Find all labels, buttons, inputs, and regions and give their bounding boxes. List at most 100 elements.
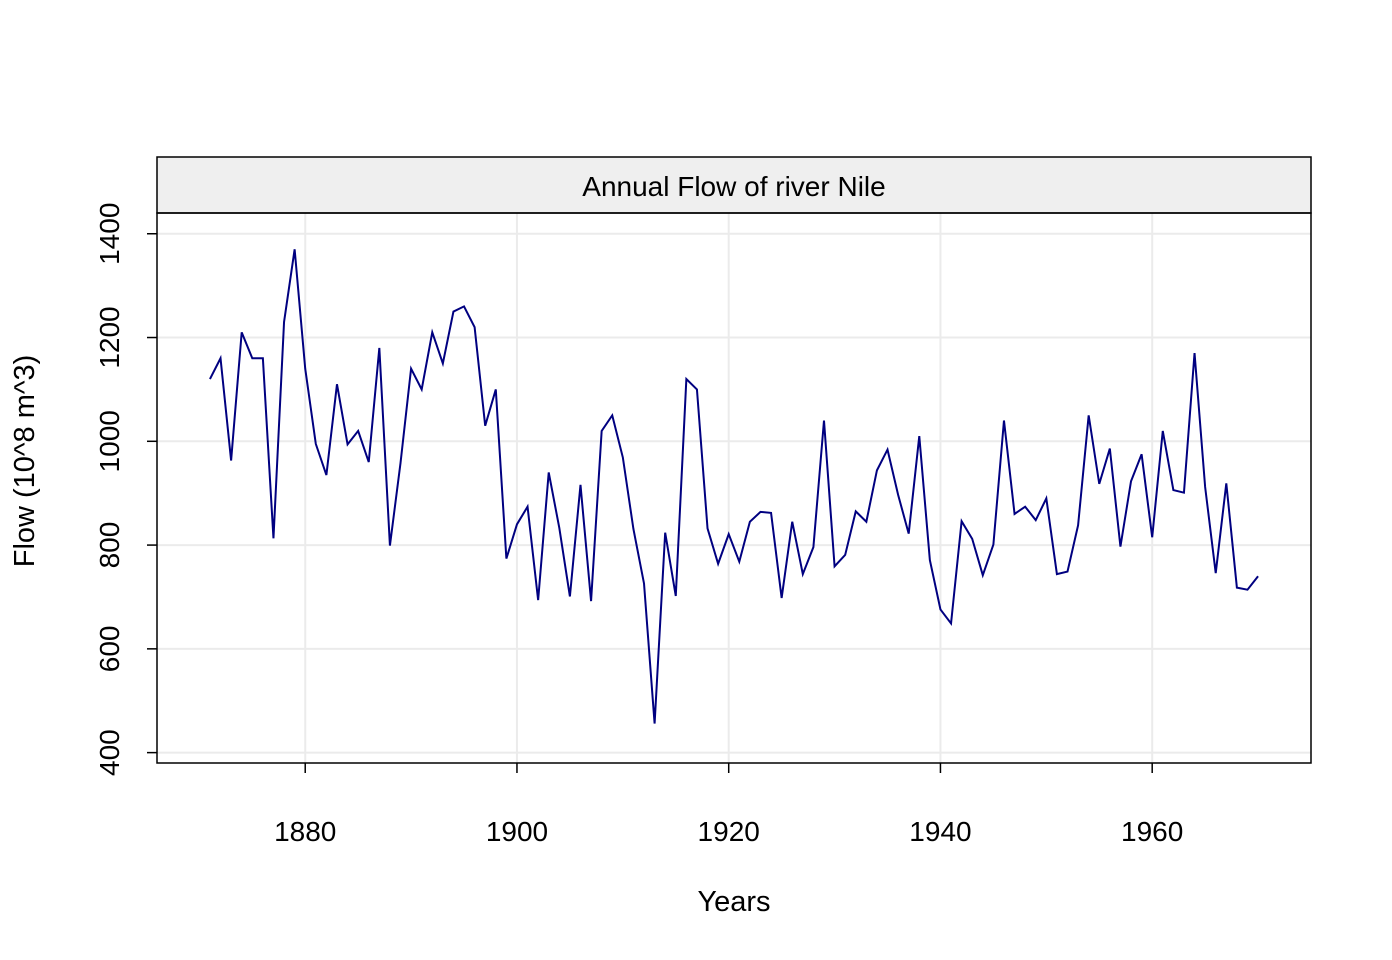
data-point bbox=[442, 362, 444, 364]
series-points bbox=[209, 248, 1259, 724]
data-point bbox=[378, 347, 380, 349]
data-point bbox=[283, 321, 285, 323]
data-point bbox=[251, 357, 253, 359]
data-point bbox=[505, 558, 507, 560]
data-point bbox=[347, 443, 349, 445]
data-point bbox=[1215, 572, 1217, 574]
data-point bbox=[749, 521, 751, 523]
data-point bbox=[643, 582, 645, 584]
y-axis: 400 600 800 1000 1200 1400 bbox=[94, 203, 157, 776]
data-point bbox=[992, 544, 994, 546]
data-point bbox=[1045, 497, 1047, 499]
data-point bbox=[1088, 414, 1090, 416]
data-point bbox=[897, 494, 899, 496]
data-point bbox=[664, 532, 666, 534]
data-point bbox=[516, 523, 518, 525]
data-point bbox=[823, 420, 825, 422]
data-point bbox=[1236, 587, 1238, 589]
data-point bbox=[632, 528, 634, 530]
data-point bbox=[410, 368, 412, 370]
data-point bbox=[601, 430, 603, 432]
data-point bbox=[294, 248, 296, 250]
data-point bbox=[1194, 352, 1196, 354]
data-point bbox=[579, 484, 581, 486]
data-point bbox=[876, 469, 878, 471]
data-point bbox=[675, 595, 677, 597]
data-point bbox=[272, 537, 274, 539]
data-point bbox=[1109, 448, 1111, 450]
data-point bbox=[696, 388, 698, 390]
data-point bbox=[929, 559, 931, 561]
data-point bbox=[939, 608, 941, 610]
data-point bbox=[537, 599, 539, 601]
data-point bbox=[590, 600, 592, 602]
data-point bbox=[336, 383, 338, 385]
data-point bbox=[812, 546, 814, 548]
y-tick-label: 400 bbox=[94, 729, 125, 776]
data-point bbox=[558, 527, 560, 529]
data-point bbox=[1246, 589, 1248, 591]
data-point bbox=[315, 443, 317, 445]
data-point bbox=[569, 595, 571, 597]
data-point bbox=[1257, 575, 1259, 577]
data-point bbox=[908, 533, 910, 535]
data-point bbox=[611, 414, 613, 416]
data-point bbox=[241, 331, 243, 333]
data-point bbox=[738, 561, 740, 563]
data-point bbox=[1119, 546, 1121, 548]
data-point bbox=[1162, 430, 1164, 432]
data-point bbox=[844, 554, 846, 556]
data-point bbox=[1014, 513, 1016, 515]
y-tick-label: 600 bbox=[94, 625, 125, 672]
data-point bbox=[834, 565, 836, 567]
y-tick-label: 1200 bbox=[94, 306, 125, 368]
data-point bbox=[781, 597, 783, 599]
data-point bbox=[1151, 536, 1153, 538]
data-point bbox=[961, 520, 963, 522]
data-point bbox=[1172, 489, 1174, 491]
plot-panel-border bbox=[156, 212, 1312, 764]
data-point bbox=[982, 574, 984, 576]
title-strip-background bbox=[156, 156, 1312, 214]
data-point bbox=[484, 425, 486, 427]
data-point bbox=[1141, 453, 1143, 455]
data-point bbox=[389, 545, 391, 547]
data-point bbox=[865, 521, 867, 523]
data-point bbox=[431, 331, 433, 333]
data-point bbox=[971, 538, 973, 540]
data-point bbox=[1183, 492, 1185, 494]
data-point bbox=[855, 510, 857, 512]
data-point bbox=[918, 435, 920, 437]
data-point bbox=[685, 378, 687, 380]
grid-lines bbox=[157, 213, 1311, 763]
data-point bbox=[1225, 482, 1227, 484]
data-point bbox=[463, 305, 465, 307]
data-point bbox=[1077, 524, 1079, 526]
data-point bbox=[474, 326, 476, 328]
y-tick-label: 1000 bbox=[94, 410, 125, 472]
data-point bbox=[548, 471, 550, 473]
y-tick-label: 1400 bbox=[94, 203, 125, 265]
data-point bbox=[1056, 573, 1058, 575]
data-point bbox=[220, 357, 222, 359]
data-point bbox=[527, 506, 529, 508]
data-point bbox=[759, 511, 761, 513]
data-point bbox=[791, 521, 793, 523]
y-tick-label: 800 bbox=[94, 522, 125, 569]
data-point bbox=[1204, 486, 1206, 488]
data-point bbox=[654, 723, 656, 725]
data-point bbox=[1098, 483, 1100, 485]
data-point bbox=[1024, 506, 1026, 508]
data-point bbox=[1035, 519, 1037, 521]
x-axis: 1880 1900 1920 1940 1960 bbox=[274, 763, 1183, 847]
x-axis-title: Years bbox=[697, 886, 770, 918]
data-point bbox=[368, 461, 370, 463]
data-point bbox=[421, 388, 423, 390]
data-point bbox=[707, 527, 709, 529]
data-point bbox=[230, 460, 232, 462]
data-point bbox=[325, 474, 327, 476]
data-point bbox=[770, 512, 772, 514]
data-point bbox=[304, 368, 306, 370]
data-point bbox=[1130, 480, 1132, 482]
data-point bbox=[1067, 571, 1069, 573]
